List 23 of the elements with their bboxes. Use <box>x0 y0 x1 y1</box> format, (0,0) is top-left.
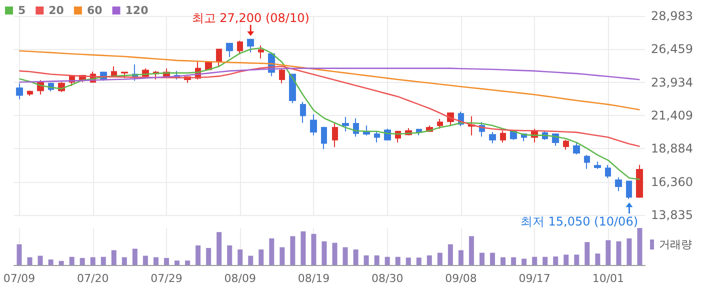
x-tick-label: 07/20 <box>77 272 109 285</box>
x-tick-label: 07/29 <box>150 272 182 285</box>
legend-label: 20 <box>48 4 64 17</box>
legend-label: 5 <box>18 4 26 17</box>
y-tick-label: 21,409 <box>651 108 693 122</box>
x-tick-label: 09/08 <box>445 272 477 285</box>
x-tick-label: 08/09 <box>224 272 256 285</box>
legend-label: 60 <box>86 4 103 17</box>
x-tick-label: 08/19 <box>298 272 330 285</box>
y-tick-label: 16,360 <box>651 174 693 189</box>
x-tick-label: 08/30 <box>371 272 404 285</box>
legend-label: 120 <box>125 4 149 17</box>
annotation: 최저 15,050 (10/06) <box>520 214 638 229</box>
y-tick-label: 23,934 <box>651 75 693 90</box>
x-tick-label: 09/17 <box>518 272 550 285</box>
y-tick-label: 13,835 <box>651 208 693 222</box>
y-tick-label: 26,459 <box>651 42 693 56</box>
y-tick-label: 28,983 <box>651 9 693 23</box>
x-tick-label: 07/09 <box>3 272 36 285</box>
annotation: 최고 27,200 (08/10) <box>192 10 310 25</box>
y-tick-label: 18,884 <box>651 142 693 156</box>
legend-label: 거래량 <box>659 238 692 251</box>
x-tick-label: 10/01 <box>592 272 624 285</box>
